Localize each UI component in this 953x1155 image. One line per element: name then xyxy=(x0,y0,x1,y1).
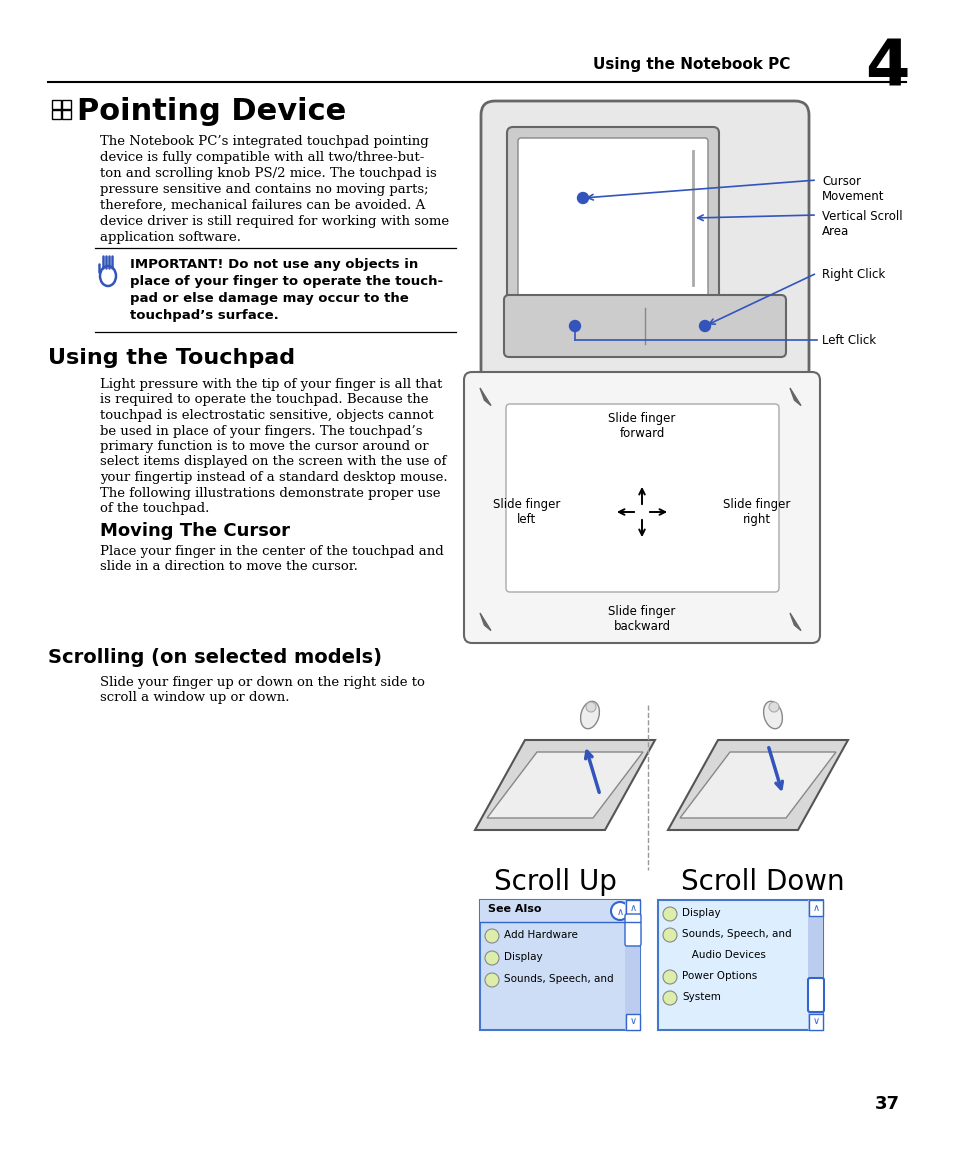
Bar xyxy=(658,900,822,1030)
Text: Slide finger
left: Slide finger left xyxy=(493,498,560,526)
Text: Left Click: Left Click xyxy=(821,334,875,346)
Text: 4: 4 xyxy=(864,38,909,100)
Ellipse shape xyxy=(580,701,598,729)
Circle shape xyxy=(484,973,498,988)
Text: touchpad’s surface.: touchpad’s surface. xyxy=(130,310,278,322)
Text: Power Options: Power Options xyxy=(681,971,757,981)
Text: select items displayed on the screen with the use of: select items displayed on the screen wit… xyxy=(100,455,446,469)
Text: Place your finger in the center of the touchpad and: Place your finger in the center of the t… xyxy=(100,545,443,558)
Text: Display: Display xyxy=(503,952,542,962)
Text: Cursor
Movement: Cursor Movement xyxy=(821,176,883,203)
Text: Light pressure with the tip of your finger is all that: Light pressure with the tip of your fing… xyxy=(100,378,442,392)
Text: Using the Notebook PC: Using the Notebook PC xyxy=(592,57,789,72)
Text: Vertical Scroll
Area: Vertical Scroll Area xyxy=(821,210,902,238)
FancyBboxPatch shape xyxy=(463,372,820,643)
Text: Sounds, Speech, and: Sounds, Speech, and xyxy=(681,929,791,939)
Ellipse shape xyxy=(768,702,779,711)
Text: of the touchpad.: of the touchpad. xyxy=(100,502,209,515)
Circle shape xyxy=(662,991,677,1005)
Polygon shape xyxy=(479,613,491,631)
Text: Slide finger
right: Slide finger right xyxy=(722,498,790,526)
Text: device driver is still required for working with some: device driver is still required for work… xyxy=(100,215,449,228)
Text: Slide finger
forward: Slide finger forward xyxy=(608,412,675,440)
Bar xyxy=(52,100,61,109)
Text: Add Hardware: Add Hardware xyxy=(503,930,578,940)
Text: your fingertip instead of a standard desktop mouse.: your fingertip instead of a standard des… xyxy=(100,471,447,484)
Text: is required to operate the touchpad. Because the: is required to operate the touchpad. Bec… xyxy=(100,394,428,407)
Polygon shape xyxy=(479,388,491,405)
Text: See Also: See Also xyxy=(488,904,541,914)
FancyBboxPatch shape xyxy=(517,137,707,298)
Polygon shape xyxy=(789,613,801,631)
Text: Slide finger
backward: Slide finger backward xyxy=(608,605,675,633)
Text: ∨: ∨ xyxy=(629,1016,637,1026)
FancyBboxPatch shape xyxy=(624,914,640,946)
Text: Audio Devices: Audio Devices xyxy=(681,951,765,960)
Text: be used in place of your fingers. The touchpad’s: be used in place of your fingers. The to… xyxy=(100,425,422,438)
Bar xyxy=(62,100,71,109)
Text: ∨: ∨ xyxy=(812,1016,820,1026)
Text: pad or else damage may occur to the: pad or else damage may occur to the xyxy=(130,292,408,305)
Polygon shape xyxy=(667,740,847,830)
Text: place of your finger to operate the touch-: place of your finger to operate the touc… xyxy=(130,275,442,288)
Text: Scroll Down: Scroll Down xyxy=(680,869,844,896)
Circle shape xyxy=(610,902,628,921)
Text: pressure sensitive and contains no moving parts;: pressure sensitive and contains no movin… xyxy=(100,182,428,196)
Circle shape xyxy=(569,320,579,331)
Text: Moving The Cursor: Moving The Cursor xyxy=(100,522,290,541)
Text: touchpad is electrostatic sensitive, objects cannot: touchpad is electrostatic sensitive, obj… xyxy=(100,409,434,422)
Polygon shape xyxy=(475,740,655,830)
Text: Scroll Up: Scroll Up xyxy=(493,869,616,896)
Ellipse shape xyxy=(585,702,596,711)
Text: The following illustrations demonstrate proper use: The following illustrations demonstrate … xyxy=(100,486,440,499)
Text: slide in a direction to move the cursor.: slide in a direction to move the cursor. xyxy=(100,560,357,574)
Bar xyxy=(52,110,61,119)
Text: Display: Display xyxy=(681,908,720,918)
Circle shape xyxy=(662,970,677,984)
Circle shape xyxy=(577,193,588,203)
Bar xyxy=(807,900,822,1030)
Text: The Notebook PC’s integrated touchpad pointing: The Notebook PC’s integrated touchpad po… xyxy=(100,135,428,148)
Circle shape xyxy=(699,320,710,331)
Bar xyxy=(62,110,71,119)
Text: 37: 37 xyxy=(874,1095,899,1113)
Text: ∧: ∧ xyxy=(616,907,623,917)
Bar xyxy=(808,900,822,916)
Text: Right Click: Right Click xyxy=(821,268,884,281)
Polygon shape xyxy=(486,752,642,818)
Bar xyxy=(625,1014,639,1030)
FancyBboxPatch shape xyxy=(503,295,785,357)
Bar xyxy=(479,900,639,1030)
Bar xyxy=(624,900,639,1030)
Text: therefore, mechanical failures can be avoided. A: therefore, mechanical failures can be av… xyxy=(100,199,425,213)
Text: Sounds, Speech, and: Sounds, Speech, and xyxy=(503,974,613,984)
Text: Using the Touchpad: Using the Touchpad xyxy=(48,348,294,368)
Circle shape xyxy=(484,929,498,942)
Polygon shape xyxy=(789,388,801,405)
Text: scroll a window up or down.: scroll a window up or down. xyxy=(100,692,289,705)
FancyBboxPatch shape xyxy=(505,404,779,593)
Ellipse shape xyxy=(762,701,781,729)
Text: Slide your finger up or down on the right side to: Slide your finger up or down on the righ… xyxy=(100,676,424,690)
Text: primary function is to move the cursor around or: primary function is to move the cursor a… xyxy=(100,440,428,453)
Text: device is fully compatible with all two/three-but-: device is fully compatible with all two/… xyxy=(100,151,424,164)
Text: ton and scrolling knob PS/2 mice. The touchpad is: ton and scrolling knob PS/2 mice. The to… xyxy=(100,167,436,180)
Bar xyxy=(625,900,639,916)
Bar xyxy=(808,1014,822,1030)
Bar xyxy=(479,900,639,922)
Text: Pointing Device: Pointing Device xyxy=(77,97,346,126)
FancyBboxPatch shape xyxy=(506,127,719,310)
Circle shape xyxy=(484,951,498,964)
Text: ∧: ∧ xyxy=(629,903,637,912)
FancyBboxPatch shape xyxy=(807,978,823,1012)
Text: ∧: ∧ xyxy=(812,903,820,912)
Circle shape xyxy=(662,907,677,921)
Circle shape xyxy=(662,927,677,942)
Text: System: System xyxy=(681,992,720,1003)
Text: IMPORTANT! Do not use any objects in: IMPORTANT! Do not use any objects in xyxy=(130,258,417,271)
Polygon shape xyxy=(679,752,835,818)
Text: Scrolling (on selected models): Scrolling (on selected models) xyxy=(48,648,381,666)
Text: application software.: application software. xyxy=(100,231,241,244)
FancyBboxPatch shape xyxy=(480,100,808,383)
